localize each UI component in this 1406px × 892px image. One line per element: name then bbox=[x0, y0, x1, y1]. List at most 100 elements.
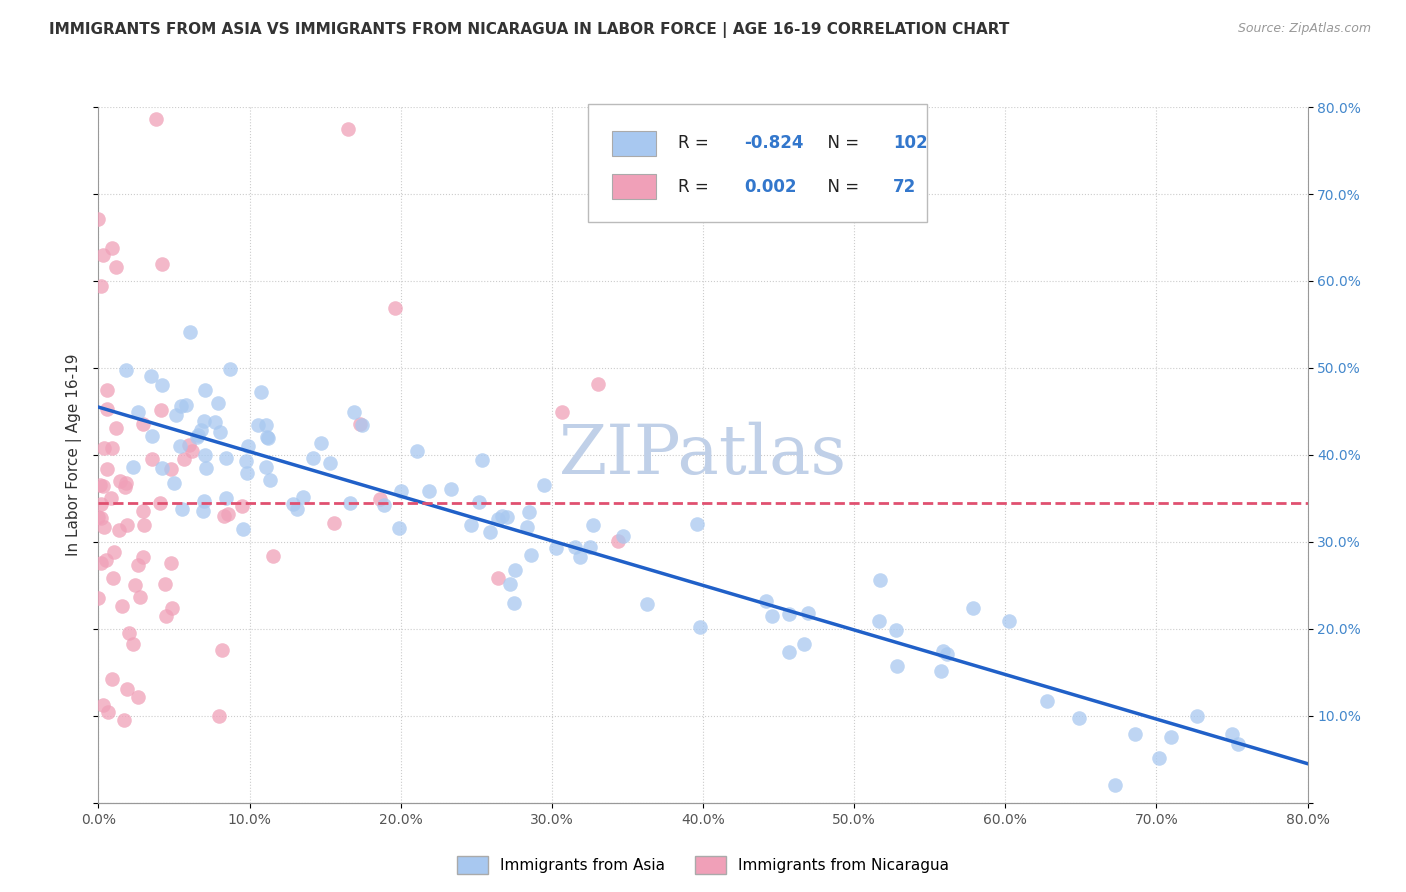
Point bbox=[256, 430, 278, 444]
Point bbox=[232, 522, 254, 536]
Point bbox=[195, 460, 218, 475]
Point bbox=[886, 659, 908, 673]
Point bbox=[517, 505, 540, 519]
Point bbox=[778, 645, 800, 659]
Point bbox=[1226, 737, 1249, 751]
Point bbox=[1036, 694, 1059, 708]
Point bbox=[503, 563, 526, 577]
Point bbox=[1185, 708, 1208, 723]
Point bbox=[90, 279, 112, 293]
Point bbox=[180, 444, 202, 458]
Point bbox=[285, 501, 308, 516]
Point bbox=[247, 417, 270, 432]
Point bbox=[1147, 751, 1170, 765]
Point bbox=[215, 450, 238, 465]
Point bbox=[104, 260, 127, 274]
Point bbox=[235, 454, 257, 468]
Point bbox=[90, 497, 112, 511]
Point bbox=[582, 518, 605, 533]
Point bbox=[117, 518, 139, 533]
Point bbox=[936, 647, 959, 661]
Point bbox=[1160, 731, 1182, 745]
Point bbox=[291, 490, 314, 504]
Point bbox=[217, 508, 239, 522]
Point bbox=[141, 429, 163, 443]
Text: -0.824: -0.824 bbox=[744, 135, 804, 153]
Point bbox=[193, 414, 215, 428]
Point bbox=[101, 673, 124, 687]
Point bbox=[551, 405, 574, 419]
Text: Source: ZipAtlas.com: Source: ZipAtlas.com bbox=[1237, 22, 1371, 36]
Point bbox=[607, 534, 630, 549]
Point bbox=[689, 620, 711, 634]
Point bbox=[170, 399, 193, 413]
Point bbox=[486, 571, 509, 585]
Point bbox=[389, 484, 412, 499]
Point bbox=[578, 540, 600, 554]
Point bbox=[91, 478, 114, 492]
Point bbox=[91, 248, 114, 262]
Point bbox=[114, 480, 136, 494]
Point bbox=[568, 549, 591, 564]
Text: IMMIGRANTS FROM ASIA VS IMMIGRANTS FROM NICARAGUA IN LABOR FORCE | AGE 16-19 COR: IMMIGRANTS FROM ASIA VS IMMIGRANTS FROM … bbox=[49, 22, 1010, 38]
Text: R =: R = bbox=[678, 135, 714, 153]
Point bbox=[101, 442, 124, 456]
Point bbox=[100, 491, 122, 506]
Point bbox=[87, 591, 110, 605]
Point bbox=[115, 363, 138, 377]
Point bbox=[204, 415, 226, 429]
Point bbox=[236, 439, 259, 453]
FancyBboxPatch shape bbox=[588, 103, 927, 222]
Point bbox=[932, 643, 955, 657]
Point bbox=[250, 385, 273, 400]
Point bbox=[169, 439, 191, 453]
Point bbox=[564, 540, 586, 554]
Y-axis label: In Labor Force | Age 16-19: In Labor Force | Age 16-19 bbox=[66, 353, 82, 557]
Point bbox=[118, 626, 141, 640]
Point bbox=[612, 529, 634, 543]
Point bbox=[588, 377, 610, 392]
Point bbox=[262, 549, 284, 563]
Point bbox=[103, 571, 125, 585]
Point bbox=[194, 448, 217, 462]
Point bbox=[302, 450, 325, 465]
Point bbox=[254, 460, 277, 475]
Point bbox=[319, 456, 342, 470]
Point bbox=[1125, 727, 1147, 741]
Point bbox=[686, 516, 709, 531]
Point bbox=[101, 241, 124, 255]
Point bbox=[134, 517, 156, 532]
Point bbox=[236, 466, 259, 480]
Point bbox=[115, 476, 138, 491]
Point bbox=[309, 436, 332, 450]
Point bbox=[219, 362, 242, 376]
Point bbox=[112, 713, 135, 727]
Point bbox=[254, 417, 277, 432]
Point bbox=[127, 690, 149, 704]
Point bbox=[339, 496, 361, 510]
Point bbox=[153, 576, 176, 591]
Point bbox=[150, 378, 173, 392]
Point bbox=[388, 521, 411, 535]
Point bbox=[533, 477, 555, 491]
Point bbox=[90, 556, 112, 570]
Point bbox=[343, 405, 366, 419]
Point bbox=[368, 491, 391, 506]
Point bbox=[491, 509, 513, 524]
Point bbox=[998, 614, 1021, 628]
Point bbox=[150, 461, 173, 475]
Point bbox=[636, 597, 658, 611]
Point bbox=[160, 556, 183, 570]
Point bbox=[160, 600, 183, 615]
Point bbox=[373, 498, 395, 512]
Point bbox=[190, 424, 212, 438]
Point bbox=[499, 577, 522, 591]
Point bbox=[186, 430, 208, 444]
Point bbox=[122, 459, 145, 474]
Point bbox=[337, 122, 360, 136]
Point bbox=[150, 403, 173, 417]
Point bbox=[418, 484, 440, 499]
Point bbox=[160, 462, 183, 476]
Point bbox=[929, 664, 952, 678]
Text: 102: 102 bbox=[893, 135, 928, 153]
